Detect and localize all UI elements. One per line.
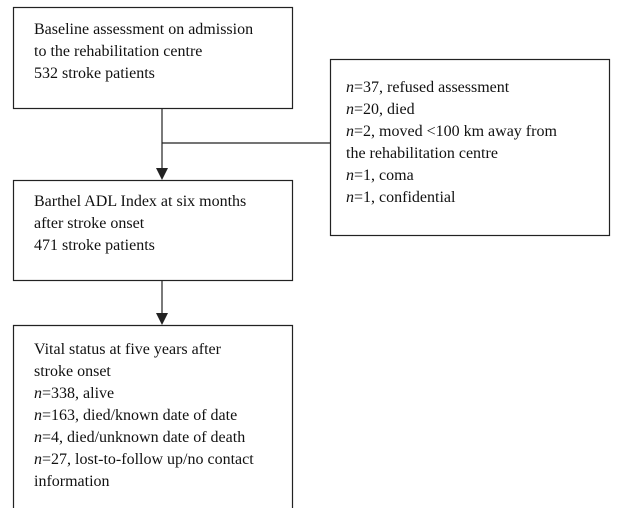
box-border <box>329 58 611 237</box>
node-line: 532 stroke patients <box>34 65 155 82</box>
node-line: Barthel ADL Index at six months <box>34 193 247 210</box>
node-line: n=338, alive <box>34 385 115 402</box>
node-line: n=1, coma <box>346 167 414 184</box>
node: n=37, refused assessment n=20, died n=2, m… <box>346 77 557 209</box>
node-line: information <box>34 473 110 490</box>
arrow-head <box>156 313 168 325</box>
node-line: n=163, died/known date of date <box>34 407 238 424</box>
node-line: n=20, died <box>346 101 415 118</box>
node-line: n=27, lost-to-follow up/no contact <box>34 451 254 468</box>
node-line: 471 stroke patients <box>34 237 155 254</box>
node: Baseline assessment on admission to the r… <box>34 19 253 85</box>
box-border <box>12 179 294 282</box>
box-border <box>12 6 294 110</box>
arrow-head <box>156 168 168 180</box>
node-line: Vital status at five years after <box>34 341 221 358</box>
box-border <box>12 324 294 508</box>
node-line: n=4, died/unknown date of death <box>34 429 246 446</box>
node-line: n=1, confidential <box>346 189 456 206</box>
node-line: n=2, moved <100 km away from <box>346 123 557 140</box>
node-line: n=37, refused assessment <box>346 79 510 96</box>
node-line: to the rehabilitation centre <box>34 43 203 60</box>
node-line: Baseline assessment on admission <box>34 21 254 38</box>
node-line: after stroke onset <box>34 215 145 232</box>
node-line: stroke onset <box>34 363 111 380</box>
node: Barthel ADL Index at six months after str… <box>34 191 246 257</box>
node: Vital status at five years after stroke o… <box>34 339 254 493</box>
node-line: the rehabilitation centre <box>346 145 498 162</box>
